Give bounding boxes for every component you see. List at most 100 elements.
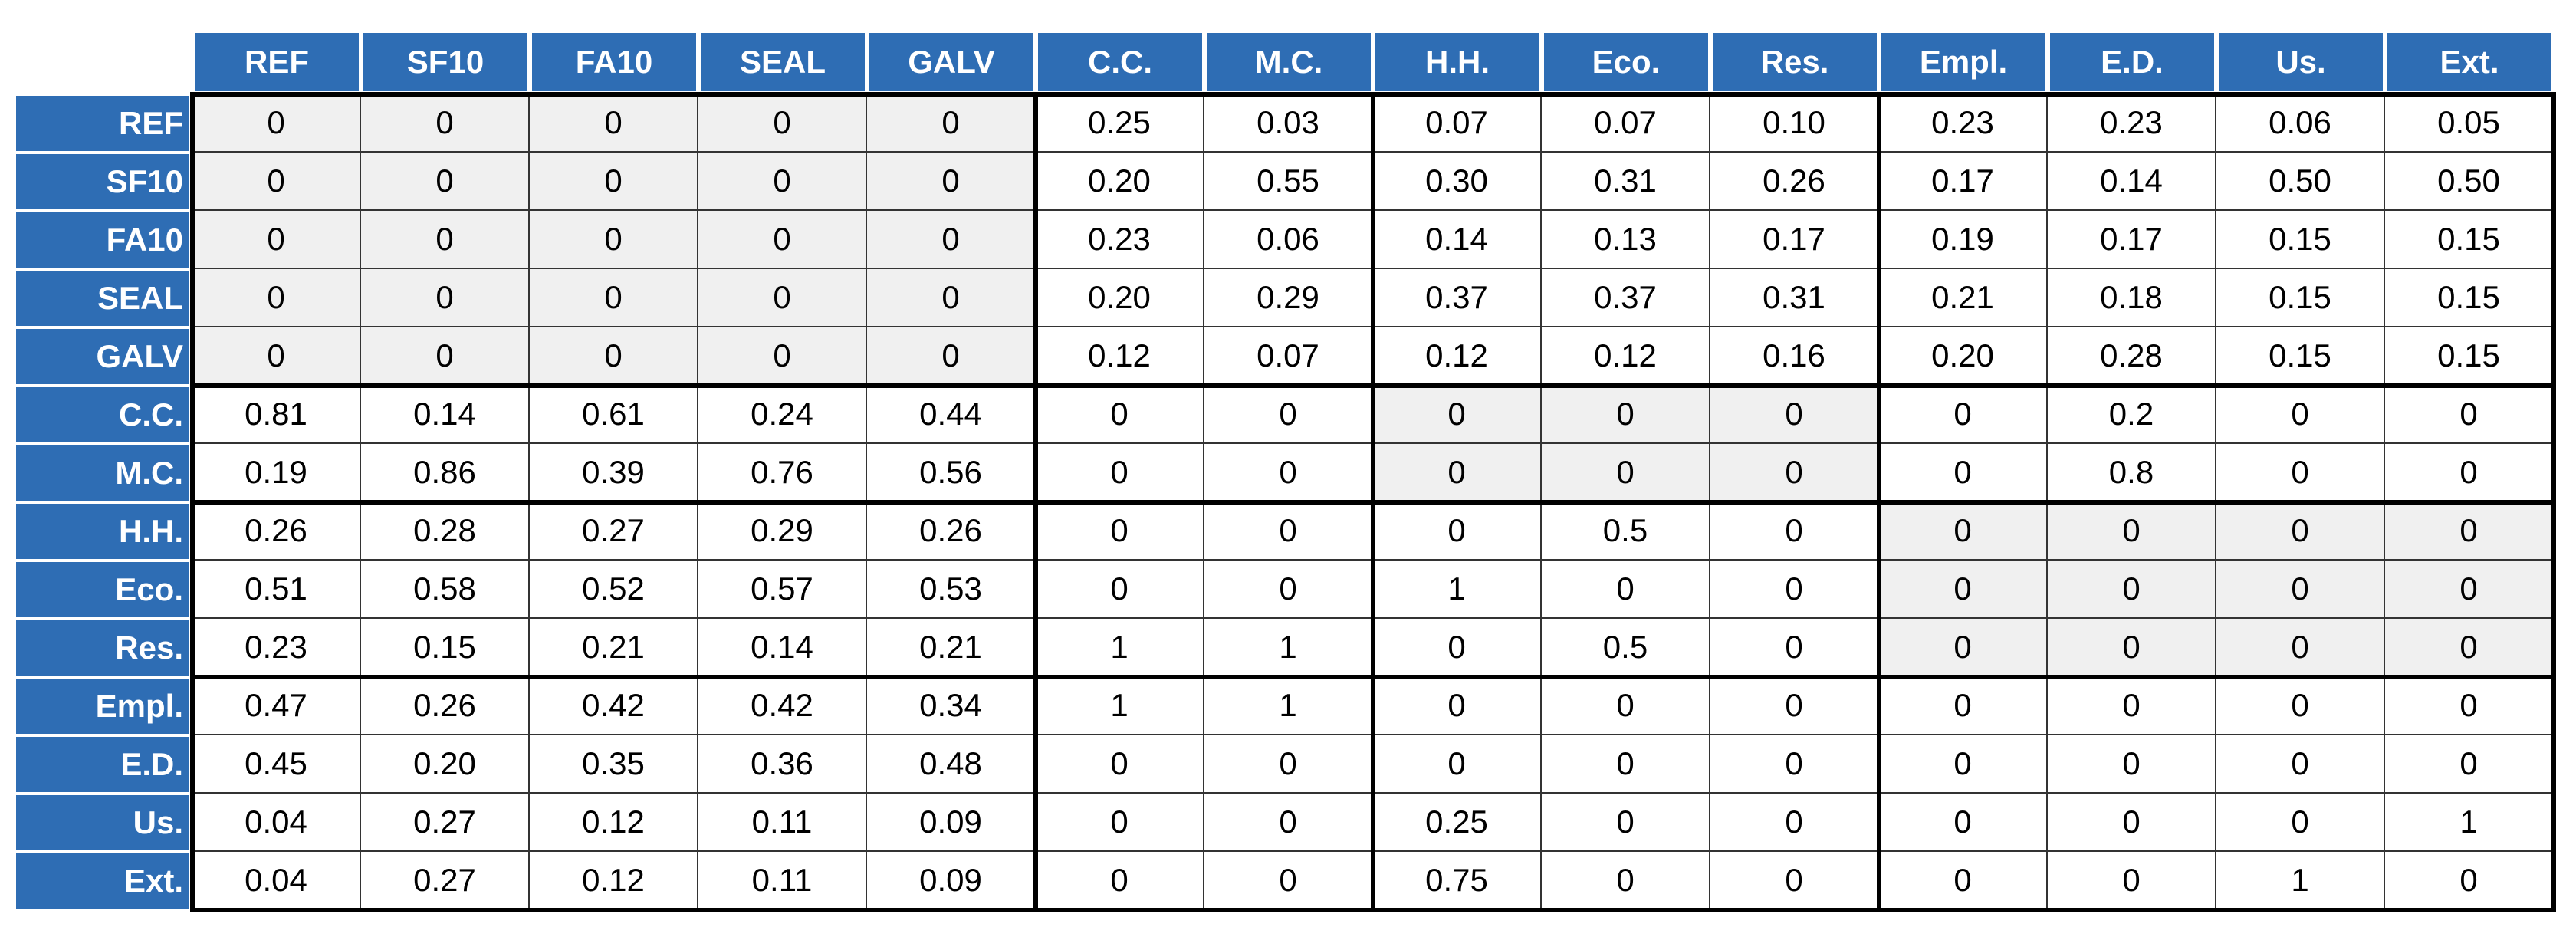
- table-cell: 0: [1879, 794, 2048, 852]
- column-header: Ext.: [2387, 33, 2551, 91]
- group-divider: [192, 675, 2554, 679]
- table-cell: 0.15: [2216, 269, 2385, 327]
- table-cell: 0: [530, 211, 698, 269]
- table-cell: 0: [192, 211, 361, 269]
- column-header: M.C.: [1207, 33, 1371, 91]
- table-cell: 0: [1373, 677, 1542, 735]
- table-cell: 0: [1710, 852, 1879, 910]
- table-cell: 0.50: [2385, 153, 2554, 211]
- table-cell: 0.18: [2048, 269, 2216, 327]
- table-cell: 0: [2048, 561, 2216, 619]
- table-cell: 0: [1710, 619, 1879, 677]
- row-header: Res.: [16, 620, 189, 676]
- table-cell: 0.44: [867, 386, 1036, 444]
- column-header: Empl.: [1881, 33, 2045, 91]
- table-cell: 0.16: [1710, 327, 1879, 386]
- table-cell: 0.45: [192, 735, 361, 794]
- table-cell: 0: [867, 327, 1036, 386]
- table-cell: 0.04: [192, 794, 361, 852]
- table-cell: 0.30: [1373, 153, 1542, 211]
- table-cell: 0: [192, 153, 361, 211]
- table-cell: 0: [530, 153, 698, 211]
- column-header: Res.: [1713, 33, 1877, 91]
- table-cell: 0.5: [1542, 619, 1710, 677]
- table-cell: 0: [1373, 735, 1542, 794]
- table-cell: 0: [2216, 444, 2385, 502]
- table-cell: 0: [1373, 619, 1542, 677]
- table-cell: 0: [1879, 619, 2048, 677]
- table-cell: 0.20: [361, 735, 530, 794]
- table-cell: 0: [192, 327, 361, 386]
- column-header: E.D.: [2050, 33, 2214, 91]
- row-header: SEAL: [16, 271, 189, 326]
- table-cell: 0: [2048, 794, 2216, 852]
- table-cell: 0.21: [530, 619, 698, 677]
- table-cell: 0.14: [361, 386, 530, 444]
- table-cell: 0.09: [867, 852, 1036, 910]
- table-cell: 0: [1204, 386, 1373, 444]
- table-cell: 0.25: [1373, 794, 1542, 852]
- table-cell: 0.09: [867, 794, 1036, 852]
- table-cell: 0: [1036, 386, 1204, 444]
- table-cell: 0: [2216, 386, 2385, 444]
- table-cell: 0: [2048, 677, 2216, 735]
- table-cell: 0: [1879, 677, 2048, 735]
- column-header: Eco.: [1544, 33, 1708, 91]
- table-cell: 0.27: [361, 852, 530, 910]
- table-cell: 0.50: [2216, 153, 2385, 211]
- table-cell: 0: [1879, 735, 2048, 794]
- table-cell: 0.51: [192, 561, 361, 619]
- table-cell: 0: [867, 269, 1036, 327]
- table-cell: 0: [867, 153, 1036, 211]
- table-cell: 0: [192, 94, 361, 153]
- table-cell: 0.34: [867, 677, 1036, 735]
- table-cell: 0: [1879, 852, 2048, 910]
- table-cell: 0.15: [2385, 269, 2554, 327]
- table-cell: 1: [2216, 852, 2385, 910]
- table-cell: 0.15: [2385, 211, 2554, 269]
- table-cell: 0: [2048, 852, 2216, 910]
- table-cell: 0.81: [192, 386, 361, 444]
- table-cell: 0: [1879, 444, 2048, 502]
- table-cell: 1: [1373, 561, 1542, 619]
- table-cell: 0: [361, 269, 530, 327]
- column-header: SF10: [363, 33, 527, 91]
- table-cell: 0.20: [1879, 327, 2048, 386]
- table-cell: 0: [1036, 444, 1204, 502]
- table-cell: 0.61: [530, 386, 698, 444]
- table-cell: 0.07: [1204, 327, 1373, 386]
- table-cell: 0: [1373, 386, 1542, 444]
- table-cell: 0: [1542, 444, 1710, 502]
- table-cell: 0: [1204, 444, 1373, 502]
- table-cell: 0: [2216, 619, 2385, 677]
- table-cell: 0: [361, 153, 530, 211]
- table-cell: 0: [361, 94, 530, 153]
- table-cell: 0: [361, 211, 530, 269]
- table-cell: 0.05: [2385, 94, 2554, 153]
- table-cell: 0.31: [1710, 269, 1879, 327]
- table-cell: 0.21: [867, 619, 1036, 677]
- table-cell: 0: [1879, 502, 2048, 561]
- table-cell: 0.29: [698, 502, 867, 561]
- table-cell: 0.55: [1204, 153, 1373, 211]
- table-cell: 0: [2048, 735, 2216, 794]
- table-cell: 0.23: [1036, 211, 1204, 269]
- column-header: SEAL: [701, 33, 865, 91]
- table-cell: 0.58: [361, 561, 530, 619]
- table-cell: 0: [361, 327, 530, 386]
- table-cell: 0.27: [530, 502, 698, 561]
- table-cell: 0: [530, 269, 698, 327]
- table-cell: 0: [1204, 735, 1373, 794]
- table-cell: 0: [1710, 386, 1879, 444]
- table-cell: 0.17: [1879, 153, 2048, 211]
- table-cell: 0.15: [2216, 327, 2385, 386]
- table-cell: 0: [2385, 677, 2554, 735]
- table-cell: 0.07: [1542, 94, 1710, 153]
- table-cell: 0.36: [698, 735, 867, 794]
- table-cell: 0: [530, 94, 698, 153]
- table-cell: 0: [2385, 444, 2554, 502]
- table-cell: 0.15: [2385, 327, 2554, 386]
- table-cell: 0.26: [1710, 153, 1879, 211]
- row-header: Eco.: [16, 562, 189, 617]
